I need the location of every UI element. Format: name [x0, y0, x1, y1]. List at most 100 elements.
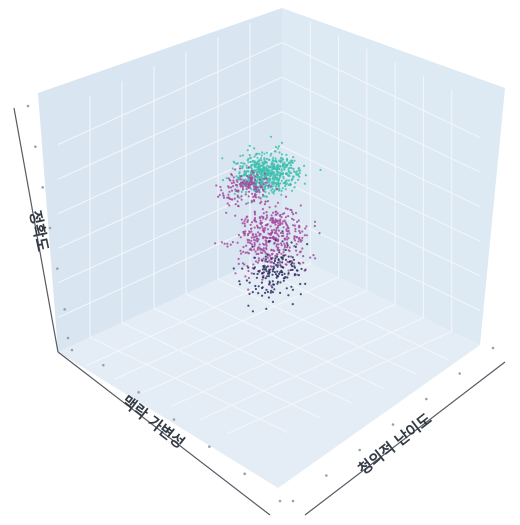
data-point [258, 158, 261, 162]
data-point [287, 272, 290, 275]
data-point [275, 276, 278, 279]
data-point [260, 225, 264, 228]
data-point [228, 190, 231, 193]
data-point [280, 244, 283, 247]
data-point [242, 245, 245, 249]
data-point [291, 303, 294, 306]
data-point [292, 167, 295, 170]
data-point [283, 161, 286, 164]
grid-line [57, 76, 283, 180]
data-point [264, 277, 267, 280]
data-point [253, 248, 256, 251]
data-point [272, 268, 275, 271]
data-point [238, 167, 242, 170]
data-point [270, 265, 273, 268]
data-point [232, 179, 235, 182]
data-point [246, 219, 249, 222]
data-point [259, 219, 262, 222]
data-point [274, 185, 277, 188]
data-point [300, 267, 303, 270]
data-point [273, 259, 276, 263]
data-point [249, 160, 252, 163]
data-point [236, 195, 240, 199]
z-tick [26, 104, 30, 108]
data-point [258, 181, 261, 184]
data-point [279, 213, 282, 217]
data-point [276, 282, 279, 285]
data-point [245, 202, 248, 205]
data-point [263, 166, 266, 170]
data-point [280, 256, 283, 259]
data-point [232, 181, 236, 184]
data-point [276, 261, 279, 264]
data-point [288, 172, 291, 175]
grid-line [153, 307, 353, 404]
y-tick [425, 397, 428, 401]
data-point [251, 234, 254, 237]
data-point [219, 185, 222, 189]
data-point [270, 261, 273, 264]
data-point [290, 161, 294, 164]
data-point [245, 279, 248, 282]
data-point [297, 219, 300, 222]
data-point [252, 263, 255, 266]
data-point [297, 240, 300, 243]
data-point [301, 247, 304, 250]
data-point [287, 179, 290, 182]
data-point [271, 165, 274, 168]
data-point [243, 174, 246, 177]
x-tick [137, 391, 140, 394]
x-tick [102, 363, 105, 367]
data-point [268, 192, 271, 195]
data-point [271, 273, 274, 276]
data-point [239, 249, 242, 252]
data-point [228, 179, 232, 182]
data-point [253, 169, 256, 172]
data-point [255, 168, 258, 171]
data-point [274, 239, 277, 242]
axis-ticks [26, 104, 495, 503]
grid-line [121, 322, 321, 419]
data-point [267, 240, 271, 243]
data-point [257, 257, 260, 260]
data-point [297, 274, 300, 277]
data-point [272, 176, 275, 179]
data-point [266, 164, 269, 167]
data-point [263, 158, 266, 161]
data-point [285, 153, 288, 156]
data-point [251, 192, 254, 195]
data-point [248, 252, 251, 255]
data-point [218, 193, 221, 197]
data-point [239, 154, 242, 158]
data-point [266, 290, 269, 293]
grid-line [199, 317, 424, 421]
data-point [258, 217, 262, 220]
data-point [267, 296, 270, 299]
data-point [280, 216, 283, 219]
data-point [275, 245, 278, 248]
data-point [285, 287, 288, 290]
data-point [262, 212, 265, 215]
data-point [256, 226, 260, 229]
data-point [279, 231, 282, 235]
data-point [253, 147, 256, 150]
data-point [294, 227, 297, 230]
data-point [254, 178, 257, 182]
data-point [283, 244, 287, 247]
data-point [255, 237, 258, 240]
data-point [277, 249, 280, 252]
data-point [243, 170, 246, 173]
data-point [286, 163, 289, 167]
data-point [265, 288, 268, 291]
data-point [252, 188, 255, 191]
data-point [238, 283, 242, 286]
data-point [274, 181, 277, 184]
data-point [264, 224, 267, 227]
data-point [249, 166, 252, 169]
data-point [250, 272, 253, 275]
data-point [269, 135, 273, 138]
data-point [254, 260, 258, 263]
data-point [284, 166, 287, 169]
data-point [266, 256, 269, 259]
data-point [293, 262, 296, 265]
